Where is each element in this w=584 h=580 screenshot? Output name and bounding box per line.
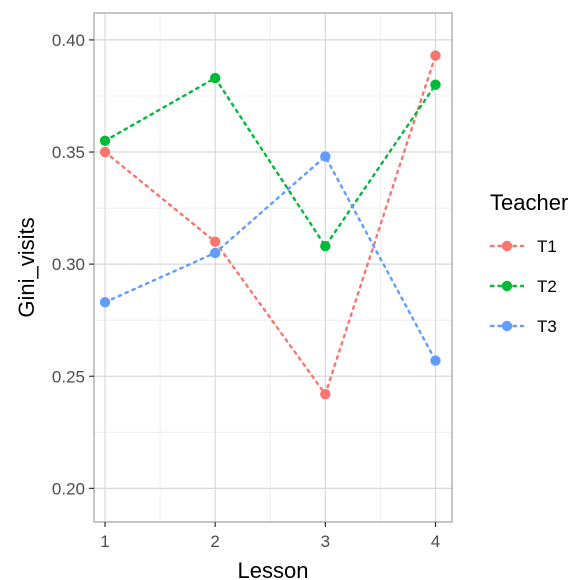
y-tick-label: 0.20 bbox=[52, 479, 85, 498]
legend-key-point-t3 bbox=[501, 320, 513, 332]
legend-label-t1: T1 bbox=[537, 237, 557, 256]
x-axis-title: Lesson bbox=[238, 558, 309, 580]
legend-label-t2: T2 bbox=[537, 277, 557, 296]
data-point-t2 bbox=[430, 79, 441, 90]
x-tick-label: 4 bbox=[431, 532, 440, 551]
y-tick-label: 0.30 bbox=[52, 255, 85, 274]
legend-key-point-t2 bbox=[501, 280, 513, 292]
legend: Teacher T1 T2 T3 bbox=[489, 190, 568, 336]
plot-panel-border bbox=[93, 12, 453, 523]
y-tick-label: 0.25 bbox=[52, 367, 85, 386]
data-point-t1 bbox=[320, 388, 331, 400]
y-tick-label: 0.40 bbox=[52, 31, 85, 50]
x-tick-label: 2 bbox=[210, 532, 219, 551]
series-line-t1 bbox=[103, 54, 437, 397]
data-point-t2 bbox=[320, 240, 331, 252]
data-point-t1 bbox=[99, 146, 111, 158]
legend-label-t3: T3 bbox=[537, 317, 557, 336]
series-line-t3 bbox=[103, 154, 437, 362]
data-point-t1 bbox=[430, 50, 441, 61]
data-point-t3 bbox=[209, 247, 221, 259]
axes: 0.20 0.25 0.30 0.35 0.40 1 2 3 4 bbox=[52, 31, 440, 551]
x-tick-label: 1 bbox=[100, 532, 109, 551]
data-point-t3 bbox=[430, 355, 441, 366]
data-point-t1 bbox=[209, 236, 221, 247]
series-layer bbox=[99, 50, 441, 400]
y-tick-label: 0.35 bbox=[52, 143, 85, 162]
legend-title: Teacher bbox=[490, 190, 568, 215]
grid-lines bbox=[94, 13, 452, 522]
data-point-t2 bbox=[99, 135, 111, 147]
x-tick-label: 3 bbox=[321, 532, 330, 551]
series-line-t2 bbox=[103, 76, 437, 249]
data-point-t3 bbox=[320, 151, 331, 162]
legend-key-point-t1 bbox=[501, 240, 513, 252]
data-point-t3 bbox=[99, 297, 111, 308]
data-point-t2 bbox=[209, 72, 221, 84]
y-axis-title: Gini_visits bbox=[14, 217, 39, 317]
